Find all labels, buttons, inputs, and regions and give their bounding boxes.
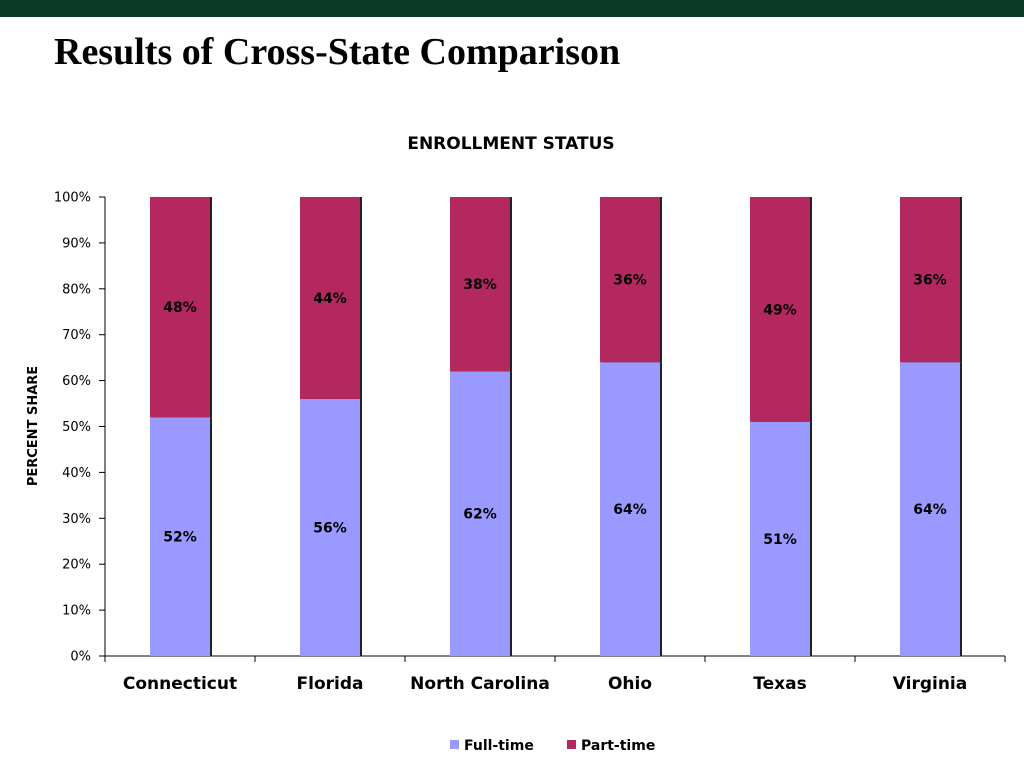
bar-part-time-connecticut <box>150 197 210 418</box>
y-tick-label: 90% <box>62 236 91 251</box>
y-tick-label: 80% <box>62 282 91 297</box>
x-tick-label: Texas <box>753 674 806 694</box>
bar-part-time-virginia <box>900 197 960 363</box>
y-tick-label: 20% <box>62 558 91 573</box>
y-tick-label: 0% <box>70 650 91 665</box>
legend-label: Full-time <box>464 738 534 754</box>
data-label: 64% <box>913 502 947 518</box>
bar-full-time-virginia <box>900 362 960 656</box>
y-tick-label: 70% <box>62 328 91 343</box>
bar-part-time-florida <box>300 197 360 399</box>
legend-label: Part-time <box>581 738 655 754</box>
bar-full-time-florida <box>300 398 360 656</box>
y-tick-label: 100% <box>54 191 91 206</box>
data-label: 51% <box>763 532 797 548</box>
x-tick-label: Virginia <box>893 674 967 694</box>
data-label: 52% <box>163 530 197 546</box>
x-tick-label: Florida <box>297 674 364 694</box>
bars <box>150 197 962 656</box>
data-label: 38% <box>463 277 497 293</box>
y-tick-label: 40% <box>62 466 91 481</box>
x-tick-label: Ohio <box>608 674 652 694</box>
data-label: 62% <box>463 507 497 523</box>
legend-swatch <box>450 740 459 749</box>
bar-full-time-connecticut <box>150 417 210 656</box>
axes: 0% 10% 20% 30% 40% 50% 60% 70% 80% 90% 100% Connect… <box>54 191 1006 694</box>
slide-title: Results of Cross-State Comparison <box>54 31 621 73</box>
bar-full-time-texas <box>750 421 810 656</box>
data-label: 49% <box>763 302 797 318</box>
y-tick-label: 30% <box>62 512 91 527</box>
bar-full-time-ohio <box>600 362 660 656</box>
data-label: 36% <box>613 273 647 289</box>
legend: Full-time Part-time <box>450 738 655 754</box>
data-label: 44% <box>313 291 347 307</box>
data-label: 56% <box>313 520 347 536</box>
data-label: 48% <box>163 300 197 316</box>
top-bar <box>0 0 1024 17</box>
data-label: 64% <box>613 502 647 518</box>
bar-full-time-north-carolina <box>450 371 510 656</box>
y-tick-label: 10% <box>62 604 91 619</box>
legend-swatch <box>567 740 576 749</box>
y-tick-label: 50% <box>62 420 91 435</box>
y-axis-label: PERCENT SHARE <box>26 366 41 486</box>
data-labels: 52% 48% 56% 44% 62% 38% 64% 36% 51% 49% 64% 36% <box>163 273 947 548</box>
bar-part-time-ohio <box>600 197 660 363</box>
data-label: 36% <box>913 273 947 289</box>
chart-title: ENROLLMENT STATUS <box>407 134 614 154</box>
x-tick-label: Connecticut <box>123 674 237 694</box>
x-tick-label: North Carolina <box>410 674 550 694</box>
bar-part-time-north-carolina <box>450 197 510 372</box>
y-tick-label: 60% <box>62 374 91 389</box>
bar-part-time-texas <box>750 197 810 422</box>
